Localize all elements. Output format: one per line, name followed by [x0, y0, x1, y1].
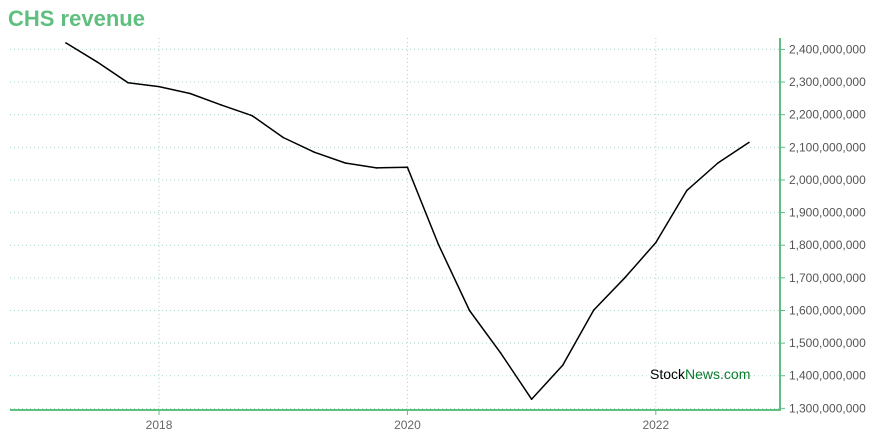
data-point — [127, 81, 129, 84]
watermark-stock: Stock — [650, 366, 686, 382]
series-group — [65, 42, 750, 401]
data-point — [624, 277, 626, 279]
x-tick-labels: 2018 2020 2022 — [146, 418, 670, 432]
watermark-com: .com — [720, 366, 750, 382]
grid-lines — [10, 38, 780, 410]
y-tick-label: 2,100,000,000 — [789, 140, 866, 154]
data-point — [158, 85, 160, 88]
stocknews-watermark: StockNews.com — [650, 366, 750, 382]
data-point — [189, 92, 191, 95]
data-point — [282, 136, 285, 139]
data-point — [530, 398, 533, 401]
y-tick-labels: 2,400,000,000 2,300,000,000 2,200,000,000 2… — [789, 42, 866, 415]
y-tick-label: 1,700,000,000 — [789, 271, 866, 285]
data-point — [561, 364, 564, 367]
x-tick-label: 2018 — [146, 418, 173, 432]
data-point — [468, 309, 471, 312]
axes — [10, 38, 785, 415]
data-point — [437, 243, 440, 246]
y-tick-label: 2,300,000,000 — [789, 75, 866, 89]
data-point — [65, 42, 67, 44]
data-point — [592, 309, 595, 311]
y-tick-label: 2,200,000,000 — [789, 108, 866, 122]
data-point — [686, 189, 688, 192]
data-point — [251, 114, 253, 117]
y-tick-label: 2,000,000,000 — [789, 173, 866, 187]
y-tick-label: 1,800,000,000 — [789, 238, 866, 252]
data-point — [313, 151, 316, 153]
chart-title: CHS revenue — [8, 6, 145, 31]
data-point — [96, 61, 98, 63]
data-point — [375, 167, 378, 169]
y-tick-label: 1,300,000,000 — [789, 401, 866, 415]
x-tick-label: 2020 — [394, 418, 421, 432]
y-tick-label: 1,600,000,000 — [789, 303, 866, 317]
data-point — [220, 104, 222, 106]
y-tick-label: 1,400,000,000 — [789, 369, 866, 383]
data-point — [655, 241, 657, 244]
revenue-series-line — [65, 42, 750, 400]
x-tick-label: 2022 — [642, 418, 669, 432]
data-point — [499, 352, 502, 354]
y-tick-label: 2,400,000,000 — [789, 42, 866, 56]
watermark-news: News — [685, 366, 720, 382]
y-tick-label: 1,900,000,000 — [789, 206, 866, 220]
data-point — [748, 141, 750, 144]
y-tick-label: 1,500,000,000 — [789, 336, 866, 350]
data-point — [406, 166, 409, 168]
data-point — [717, 162, 719, 164]
data-point — [344, 162, 347, 164]
